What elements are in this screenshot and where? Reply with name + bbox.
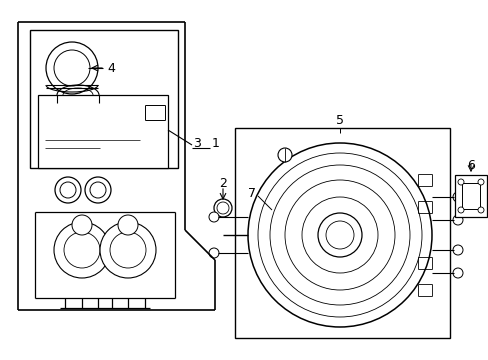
Text: 1: 1 [212,136,220,149]
Circle shape [325,221,353,249]
Circle shape [477,179,483,185]
Circle shape [208,212,219,222]
Circle shape [208,248,219,258]
Text: 6: 6 [466,158,474,171]
Circle shape [60,182,76,198]
Circle shape [452,192,462,202]
Bar [461,183,479,209]
Circle shape [64,232,100,268]
Circle shape [457,179,463,185]
Bar [38,95,168,168]
Circle shape [452,268,462,278]
Circle shape [477,207,483,213]
Circle shape [214,199,231,217]
Circle shape [90,182,106,198]
Circle shape [54,222,110,278]
Text: 2: 2 [219,176,226,189]
Circle shape [85,177,111,203]
Circle shape [72,215,92,235]
Bar [235,128,449,338]
Circle shape [46,42,98,94]
Circle shape [452,215,462,225]
Bar [30,30,178,168]
Text: 7: 7 [247,186,256,199]
Circle shape [247,143,431,327]
Text: 5: 5 [335,113,343,126]
Bar [454,175,486,217]
Circle shape [110,232,146,268]
Circle shape [100,222,156,278]
Text: 4: 4 [107,62,115,75]
Circle shape [217,202,228,214]
Circle shape [54,50,90,86]
Circle shape [452,245,462,255]
Circle shape [55,177,81,203]
Text: 3: 3 [193,136,201,149]
Circle shape [317,213,361,257]
Circle shape [457,207,463,213]
Circle shape [278,148,291,162]
Circle shape [118,215,138,235]
